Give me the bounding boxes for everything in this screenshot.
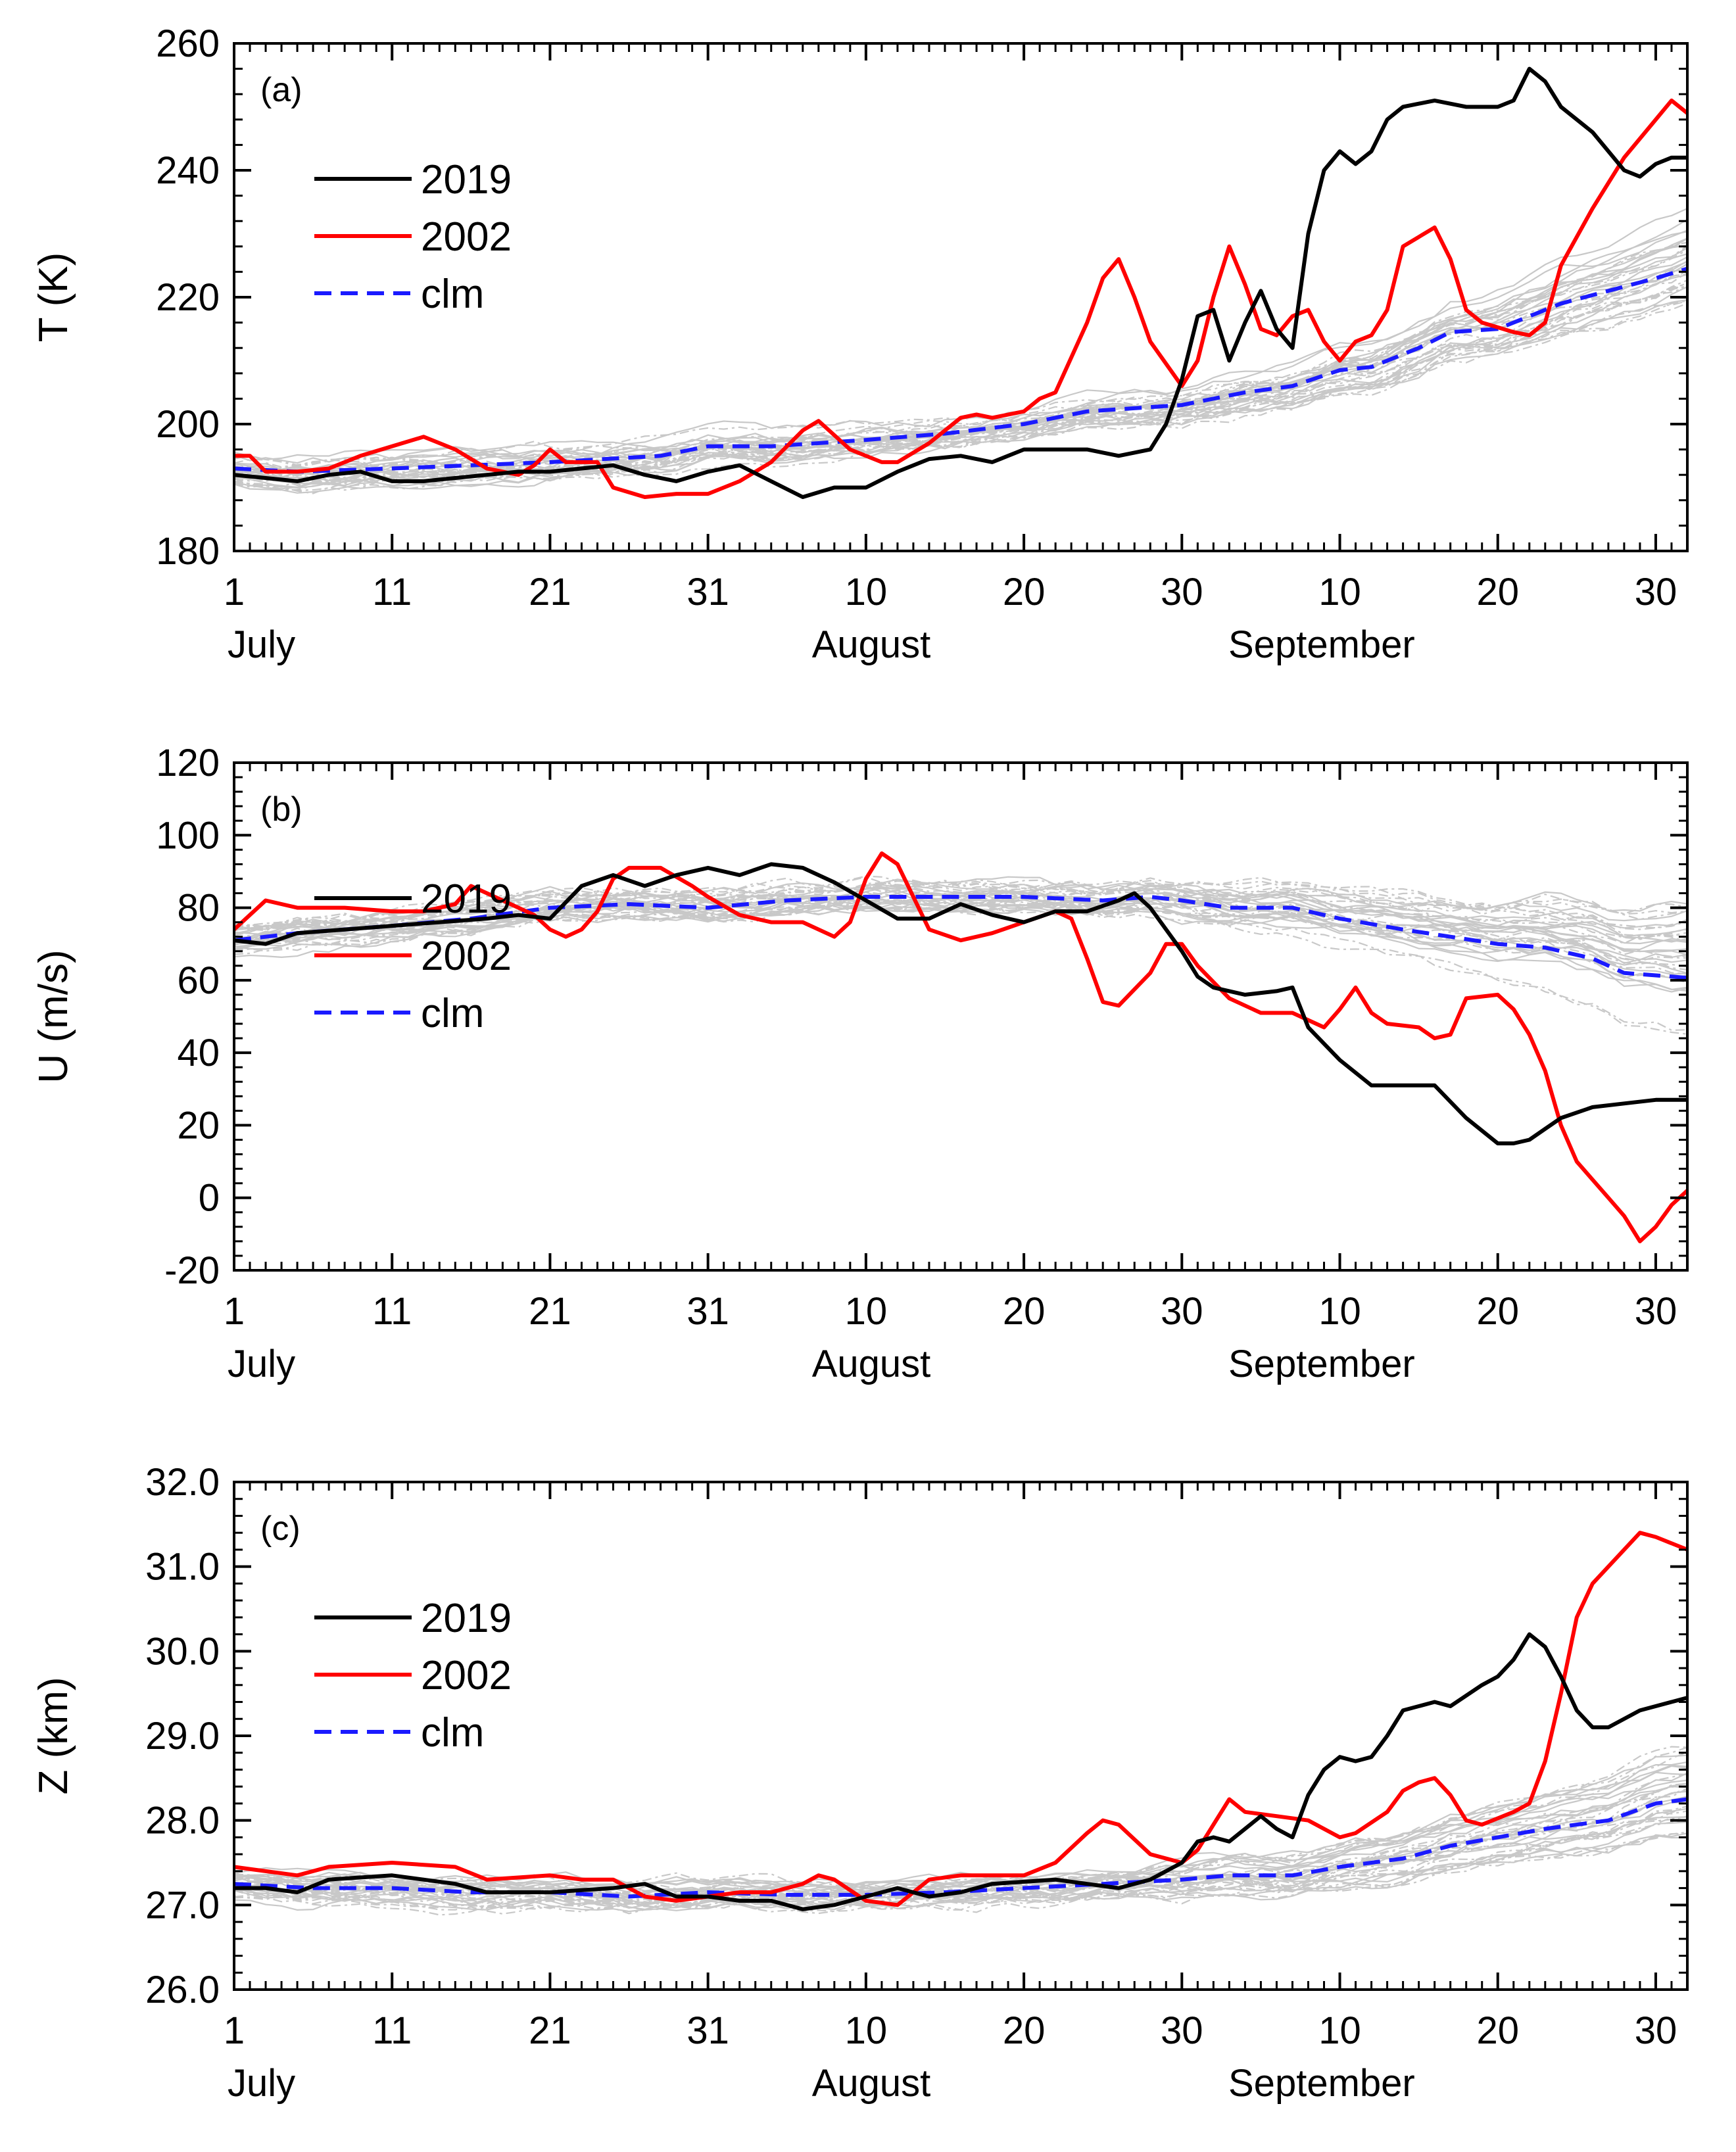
y-tick-label: 0 [199,1177,220,1220]
x-tick-label: 30 [1635,571,1677,613]
y-tick-label: 180 [156,530,220,573]
x-tick-label: 20 [1003,1290,1046,1333]
y-axis-label: U (m/s) [31,949,76,1083]
panel-3: 26.027.028.029.030.031.032.01 11 21 31 10 20 3… [31,1461,1689,2105]
panel-tag: (b) [260,790,302,828]
x-tick-label: 10 [845,571,888,613]
x-tick-label: 20 [1003,571,1046,613]
legend-label-clm: clm [421,272,484,317]
month-label-september: September [1228,1343,1415,1385]
y-tick-label: 80 [177,887,220,930]
y-tick-label: -20 [164,1249,220,1292]
y-tick-label: 120 [156,742,220,784]
month-label-july: July [228,1343,295,1385]
legend: 2019 2002 clm [314,157,512,317]
y-tick-label: 220 [156,276,220,319]
x-tick-label: 30 [1635,1290,1677,1333]
series-line-2019 [234,66,1687,499]
y-tick-label: 29.0 [145,1715,220,1757]
legend: 2019 2002 clm [314,876,512,1036]
legend-label-2002: 2002 [421,934,512,979]
y-tick-label: 60 [177,959,220,1002]
x-tick-label: 1 [224,571,245,613]
legend-label-2019: 2019 [421,1596,512,1641]
month-label-july: July [228,2062,295,2105]
x-tick-label: 31 [687,1290,729,1333]
series-line-clm [234,895,1687,980]
month-label-september: September [1228,2062,1415,2105]
legend-label-2002: 2002 [421,1653,512,1698]
series-line-2002 [234,98,1687,499]
x-tick-label: 21 [529,2009,571,2052]
x-tick-label: 1 [224,2009,245,2052]
x-tick-label: 1 [224,1290,245,1333]
x-tick-label: 10 [1318,571,1361,613]
y-axis-label: T (K) [31,252,76,343]
legend: 2019 2002 clm [314,1596,512,1756]
panel-tag: (c) [260,1510,301,1548]
series-line-clm [234,266,1687,474]
x-tick-label: 20 [1003,2009,1046,2052]
month-label-august: August [812,1343,931,1385]
series-line-2019 [234,862,1687,1145]
y-tick-label: 40 [177,1032,220,1074]
x-tick-label: 20 [1476,1290,1519,1333]
y-tick-label: 28.0 [145,1800,220,1842]
legend-label-2019: 2019 [421,157,512,203]
month-label-september: September [1228,623,1415,666]
x-tick-label: 11 [372,571,412,613]
y-tick-label: 26.0 [145,1969,220,2011]
x-tick-label: 10 [845,1290,888,1333]
y-tick-label: 32.0 [145,1461,220,1504]
y-axis-label: Z (km) [31,1677,76,1794]
x-tick-label: 30 [1635,2009,1677,2052]
month-label-july: July [228,623,295,666]
x-tick-label: 31 [687,571,729,613]
x-tick-label: 10 [1318,2009,1361,2052]
x-tick-label: 30 [1161,571,1203,613]
series-line-2002 [234,851,1687,1243]
x-tick-label: 21 [529,571,571,613]
x-tick-label: 30 [1161,1290,1203,1333]
legend-label-2019: 2019 [421,876,512,922]
y-tick-label: 27.0 [145,1884,220,1926]
y-tick-label: 30.0 [145,1630,220,1673]
x-tick-label: 11 [372,1290,412,1333]
y-tick-label: 200 [156,403,220,446]
x-tick-label: 10 [1318,1290,1361,1333]
series-line-2019 [234,1632,1687,1911]
month-label-august: August [812,2062,931,2105]
panel-tag: (a) [260,71,302,109]
x-tick-label: 31 [687,2009,729,2052]
legend-label-2002: 2002 [421,214,512,260]
y-tick-label: 260 [156,22,220,65]
legend-label-clm: clm [421,991,484,1036]
y-tick-label: 100 [156,814,220,857]
series-line-2002 [234,1531,1687,1907]
y-tick-label: 31.0 [145,1546,220,1589]
x-tick-label: 20 [1476,571,1519,613]
x-tick-label: 21 [529,1290,571,1333]
y-tick-label: 20 [177,1104,220,1147]
x-tick-label: 30 [1161,2009,1203,2052]
y-tick-label: 240 [156,149,220,192]
x-tick-label: 11 [372,2009,412,2052]
legend-label-clm: clm [421,1710,484,1756]
month-label-august: August [812,623,931,666]
x-tick-label: 10 [845,2009,888,2052]
x-tick-label: 20 [1476,2009,1519,2052]
